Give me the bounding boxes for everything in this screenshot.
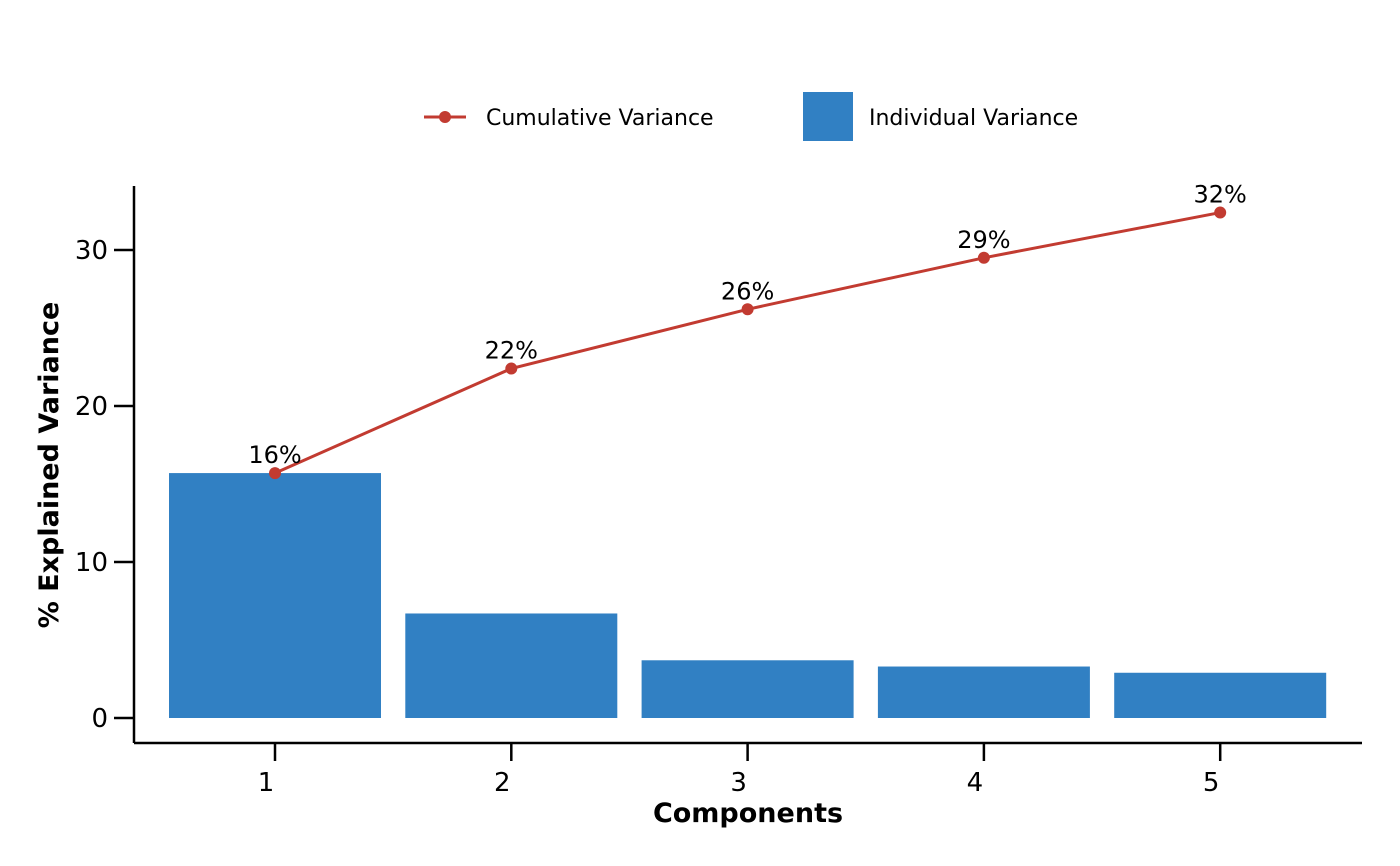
y-tick-label-20: 20 [75, 392, 108, 422]
bars-layer [169, 473, 1327, 718]
legend-label-individual: Individual Variance [869, 106, 1078, 131]
x-tick-label-3: 3 [730, 768, 747, 798]
y-axis-title: % Explained Variance [34, 302, 65, 629]
cumulative-point-2 [505, 362, 518, 375]
x-tick-label-4: 4 [967, 768, 984, 798]
cumulative-point-1 [269, 467, 281, 480]
cumulative-point-4 [977, 251, 990, 264]
x-tick-label-1: 1 [258, 768, 275, 798]
bar-4 [877, 666, 1090, 718]
x-axis-title: Components [653, 798, 843, 829]
bar-1 [169, 473, 381, 718]
axes: 0 10 20 30 1 2 3 4 5 [75, 186, 1362, 798]
bar-5 [1114, 672, 1327, 718]
bar-3 [641, 660, 854, 718]
x-tick-label-2: 2 [494, 768, 511, 798]
legend: Cumulative Variance Individual Variance [424, 92, 1078, 141]
cumulative-line [274, 211, 1221, 475]
cumulative-label-4: 29% [957, 226, 1010, 254]
y-tick-label-10: 10 [75, 548, 108, 578]
cumulative-label-5: 32% [1194, 181, 1247, 209]
bar-2 [405, 613, 618, 718]
cumulative-line-layer: 16% 22% 26% 29% 32% [248, 181, 1247, 480]
cumulative-label-1: 16% [248, 441, 301, 469]
legend-bar-swatch [803, 92, 853, 141]
y-tick-label-0: 0 [91, 704, 108, 734]
legend-label-cumulative: Cumulative Variance [486, 106, 714, 131]
cumulative-point-5 [1214, 206, 1227, 219]
x-tick-label-5: 5 [1203, 768, 1220, 798]
cumulative-label-3: 26% [721, 277, 774, 305]
y-tick-label-30: 30 [75, 236, 108, 266]
legend-point-marker [439, 111, 451, 123]
cumulative-label-2: 22% [485, 337, 538, 365]
cumulative-point-3 [741, 303, 754, 316]
